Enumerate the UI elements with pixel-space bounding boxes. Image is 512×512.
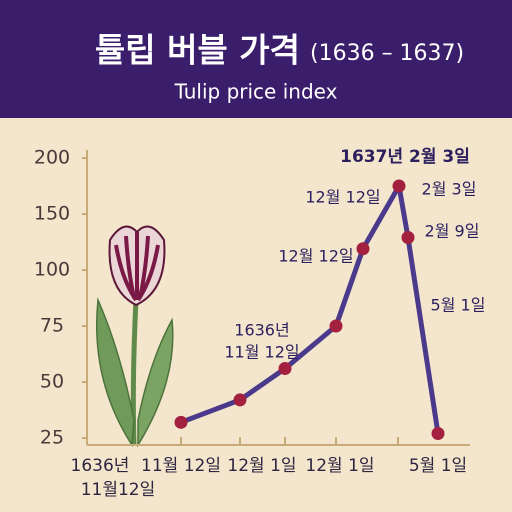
annotation: 1637년 2월 3일 — [340, 147, 470, 167]
price-line — [180, 183, 441, 434]
x-tick-label: 12월 1일 — [305, 456, 374, 476]
data-point — [329, 319, 343, 333]
y-tick-label: 75 — [40, 315, 64, 337]
data-point — [401, 231, 415, 245]
tulip-illustration — [95, 225, 174, 448]
header-band — [0, 0, 512, 118]
x-tick-label: 5월 1일 — [409, 456, 467, 476]
data-point — [174, 415, 188, 429]
data-point — [233, 393, 247, 407]
x-tick-label: 11월 12일 — [141, 456, 221, 476]
y-tick-label: 200 — [34, 147, 70, 169]
annotation: 11월 12일 — [224, 343, 299, 362]
chart-title-years: (1636 – 1637) — [310, 41, 464, 66]
x-tick-label: 1636년 — [71, 456, 130, 476]
data-point — [278, 362, 292, 376]
data-point — [356, 242, 370, 256]
y-tick-label: 50 — [40, 371, 64, 393]
x-tick-label: 11월12일 — [81, 480, 156, 500]
annotation: 12월 12일 — [278, 247, 353, 266]
annotation: 2월 3일 — [422, 180, 477, 199]
x-tick-label: 12월 1일 — [227, 456, 296, 476]
y-tick-label: 100 — [34, 259, 70, 281]
annotation: 12월 12일 — [305, 188, 380, 207]
annotation: 1636년 — [234, 321, 289, 340]
annotation: 5월 1일 — [431, 296, 486, 315]
chart-subtitle: Tulip price index — [174, 80, 338, 104]
data-point — [392, 179, 406, 193]
annotation: 2월 9일 — [425, 222, 480, 241]
chart-title: 튤립 버블 가격 — [95, 31, 300, 70]
y-tick-label: 25 — [40, 427, 64, 449]
y-tick-label: 150 — [34, 203, 70, 225]
data-point — [431, 427, 445, 441]
